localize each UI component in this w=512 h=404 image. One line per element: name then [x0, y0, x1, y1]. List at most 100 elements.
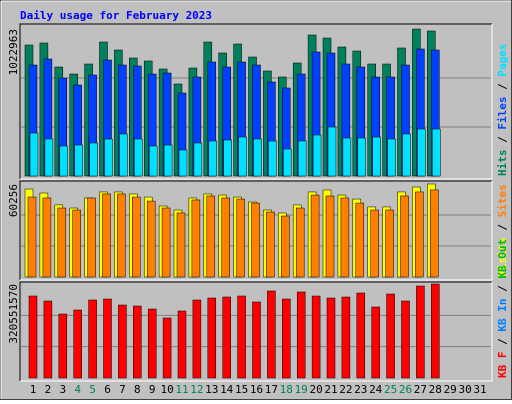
bar	[133, 305, 142, 379]
y-tick-label: 320551570	[7, 284, 20, 344]
bar	[162, 317, 172, 379]
bar	[386, 293, 395, 379]
bar	[387, 138, 396, 177]
legend: KB F / KB In / KB Out	[496, 239, 509, 378]
bar	[72, 209, 81, 278]
x-tick-label: 3	[59, 383, 66, 396]
bar	[416, 285, 425, 379]
legend-entry: KB In	[496, 299, 509, 332]
panel-border	[20, 282, 493, 382]
x-tick-label: 12	[190, 383, 203, 396]
x-tick-label: 4	[74, 383, 81, 396]
x-tick-label: 16	[250, 383, 263, 396]
x-tick-label: 25	[384, 383, 397, 396]
bar	[208, 140, 218, 177]
bar	[119, 133, 128, 177]
legend-entry: KB F	[496, 352, 509, 379]
legend-entry: Files	[496, 97, 509, 130]
bar	[432, 128, 441, 177]
x-tick-label: 26	[399, 383, 412, 396]
bar	[401, 300, 410, 379]
bar	[134, 138, 143, 177]
bar	[355, 202, 365, 278]
x-tick-label: 6	[104, 383, 111, 396]
panel-border	[19, 281, 492, 381]
bar	[102, 193, 111, 278]
bar	[417, 128, 426, 177]
x-tick-label: 19	[295, 383, 308, 396]
x-tick-label: 20	[309, 383, 322, 396]
bar	[297, 140, 307, 177]
bar	[207, 297, 217, 379]
bar	[327, 126, 337, 177]
bar	[295, 207, 305, 278]
bar	[191, 199, 201, 278]
bar	[58, 313, 68, 379]
bar	[236, 198, 245, 278]
bar	[402, 133, 411, 177]
legend-entry: Pages	[496, 44, 509, 77]
x-tick-label: 1	[30, 383, 37, 396]
panel-border	[20, 24, 493, 180]
x-tick-label: 21	[324, 383, 337, 396]
bar	[268, 140, 277, 177]
bar	[237, 295, 246, 379]
bar	[281, 215, 290, 278]
bar	[430, 189, 439, 278]
panel-border	[19, 180, 492, 280]
x-tick-label: 5	[89, 383, 96, 396]
legend: Visits / Sites	[496, 184, 509, 277]
bar	[147, 308, 157, 379]
bar	[431, 283, 440, 379]
panel-border	[20, 181, 493, 281]
bar	[103, 298, 112, 379]
bar	[252, 301, 261, 379]
bar	[310, 194, 320, 278]
bar	[163, 144, 173, 177]
bar	[325, 195, 335, 278]
legend-entry: Hits	[496, 150, 509, 177]
bar	[253, 138, 262, 177]
bar	[385, 209, 394, 278]
bar	[340, 197, 350, 278]
x-tick-label: 13	[205, 383, 218, 396]
bar	[372, 136, 381, 177]
legend-entry: Sites	[496, 184, 509, 217]
x-tick-label: 30	[458, 383, 471, 396]
x-tick-label: 18	[280, 383, 293, 396]
bar	[400, 195, 409, 278]
x-tick-label: 28	[429, 383, 442, 396]
panel-border	[19, 23, 492, 179]
y-tick-label: 60256	[7, 184, 20, 217]
bar	[59, 145, 69, 177]
bar	[283, 148, 292, 177]
x-tick-label: 17	[265, 383, 278, 396]
bar	[206, 195, 216, 278]
bar	[74, 144, 83, 177]
legend-separator: /	[496, 130, 509, 150]
x-tick-label: 23	[354, 383, 367, 396]
chart-title: Daily usage for February 2023	[20, 9, 212, 22]
bar	[148, 145, 158, 177]
bar	[88, 299, 97, 379]
bar	[311, 295, 321, 379]
bar	[29, 132, 39, 177]
bar	[87, 197, 96, 278]
x-tick-label: 24	[369, 383, 383, 396]
legend-separator: /	[496, 279, 509, 299]
legend-entry: KB Out	[496, 239, 509, 279]
bar	[28, 295, 38, 379]
bar	[342, 137, 352, 177]
legend-separator: /	[496, 332, 509, 352]
x-tick-label: 2	[45, 383, 52, 396]
bar	[221, 197, 230, 278]
x-tick-label: 15	[235, 383, 248, 396]
bar	[371, 306, 380, 379]
x-tick-label: 8	[134, 383, 141, 396]
x-tick-label: 10	[160, 383, 173, 396]
x-tick-label: 27	[414, 383, 427, 396]
bar	[43, 300, 53, 379]
bar	[161, 207, 171, 278]
bar	[238, 136, 247, 177]
